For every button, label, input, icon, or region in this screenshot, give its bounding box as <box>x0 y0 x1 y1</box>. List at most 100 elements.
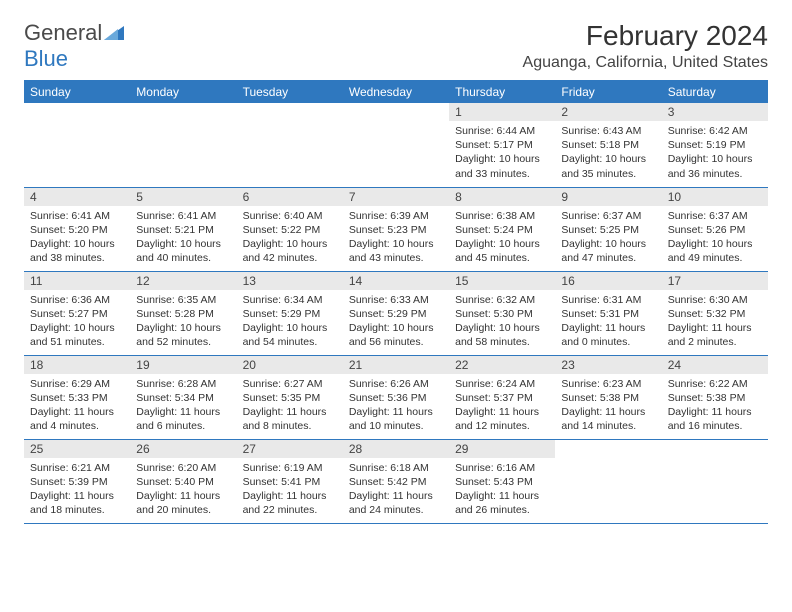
sunrise-line: Sunrise: 6:20 AM <box>136 461 230 475</box>
calendar-day: 27Sunrise: 6:19 AMSunset: 5:41 PMDayligh… <box>237 439 343 523</box>
daylight-line: Daylight: 10 hours and 40 minutes. <box>136 237 230 265</box>
daylight-line: Daylight: 11 hours and 12 minutes. <box>455 405 549 433</box>
location: Aguanga, California, United States <box>523 54 768 72</box>
day-details: Sunrise: 6:26 AMSunset: 5:36 PMDaylight:… <box>343 374 449 438</box>
sunset-line: Sunset: 5:21 PM <box>136 223 230 237</box>
sunset-line: Sunset: 5:18 PM <box>561 138 655 152</box>
day-details: Sunrise: 6:34 AMSunset: 5:29 PMDaylight:… <box>237 290 343 354</box>
day-number: 7 <box>343 188 449 206</box>
sunrise-line: Sunrise: 6:34 AM <box>243 293 337 307</box>
day-details: Sunrise: 6:21 AMSunset: 5:39 PMDaylight:… <box>24 458 130 522</box>
day-number: 20 <box>237 356 343 374</box>
calendar-empty <box>555 439 661 523</box>
sunrise-line: Sunrise: 6:44 AM <box>455 124 549 138</box>
day-details: Sunrise: 6:40 AMSunset: 5:22 PMDaylight:… <box>237 206 343 270</box>
day-number: 1 <box>449 103 555 121</box>
day-number: 9 <box>555 188 661 206</box>
daylight-line: Daylight: 10 hours and 51 minutes. <box>30 321 124 349</box>
sunset-line: Sunset: 5:40 PM <box>136 475 230 489</box>
daylight-line: Daylight: 10 hours and 42 minutes. <box>243 237 337 265</box>
dow-header: Thursday <box>449 81 555 104</box>
daylight-line: Daylight: 11 hours and 8 minutes. <box>243 405 337 433</box>
day-details: Sunrise: 6:42 AMSunset: 5:19 PMDaylight:… <box>662 121 768 185</box>
daylight-line: Daylight: 11 hours and 4 minutes. <box>30 405 124 433</box>
day-number: 12 <box>130 272 236 290</box>
calendar-day: 24Sunrise: 6:22 AMSunset: 5:38 PMDayligh… <box>662 355 768 439</box>
sunset-line: Sunset: 5:29 PM <box>349 307 443 321</box>
day-number: 6 <box>237 188 343 206</box>
sunset-line: Sunset: 5:26 PM <box>668 223 762 237</box>
day-number: 16 <box>555 272 661 290</box>
sunset-line: Sunset: 5:25 PM <box>561 223 655 237</box>
calendar-day: 19Sunrise: 6:28 AMSunset: 5:34 PMDayligh… <box>130 355 236 439</box>
sunset-line: Sunset: 5:31 PM <box>561 307 655 321</box>
calendar-day: 22Sunrise: 6:24 AMSunset: 5:37 PMDayligh… <box>449 355 555 439</box>
sunset-line: Sunset: 5:38 PM <box>668 391 762 405</box>
day-details: Sunrise: 6:22 AMSunset: 5:38 PMDaylight:… <box>662 374 768 438</box>
calendar-day: 23Sunrise: 6:23 AMSunset: 5:38 PMDayligh… <box>555 355 661 439</box>
sunrise-line: Sunrise: 6:33 AM <box>349 293 443 307</box>
sunrise-line: Sunrise: 6:37 AM <box>668 209 762 223</box>
day-details: Sunrise: 6:43 AMSunset: 5:18 PMDaylight:… <box>555 121 661 185</box>
calendar-day: 8Sunrise: 6:38 AMSunset: 5:24 PMDaylight… <box>449 187 555 271</box>
day-number: 24 <box>662 356 768 374</box>
sunset-line: Sunset: 5:28 PM <box>136 307 230 321</box>
daylight-line: Daylight: 10 hours and 47 minutes. <box>561 237 655 265</box>
month-title: February 2024 <box>523 20 768 52</box>
day-number: 23 <box>555 356 661 374</box>
daylight-line: Daylight: 10 hours and 38 minutes. <box>30 237 124 265</box>
day-details: Sunrise: 6:28 AMSunset: 5:34 PMDaylight:… <box>130 374 236 438</box>
calendar-empty <box>24 103 130 187</box>
sunset-line: Sunset: 5:22 PM <box>243 223 337 237</box>
sunrise-line: Sunrise: 6:16 AM <box>455 461 549 475</box>
sunrise-line: Sunrise: 6:43 AM <box>561 124 655 138</box>
day-number: 22 <box>449 356 555 374</box>
daylight-line: Daylight: 11 hours and 20 minutes. <box>136 489 230 517</box>
sunrise-line: Sunrise: 6:36 AM <box>30 293 124 307</box>
daylight-line: Daylight: 10 hours and 54 minutes. <box>243 321 337 349</box>
calendar-day: 18Sunrise: 6:29 AMSunset: 5:33 PMDayligh… <box>24 355 130 439</box>
sunset-line: Sunset: 5:35 PM <box>243 391 337 405</box>
daylight-line: Daylight: 10 hours and 45 minutes. <box>455 237 549 265</box>
header: GeneralBlue February 2024 Aguanga, Calif… <box>24 20 768 72</box>
sunrise-line: Sunrise: 6:41 AM <box>136 209 230 223</box>
day-number: 3 <box>662 103 768 121</box>
day-number: 13 <box>237 272 343 290</box>
calendar-day: 7Sunrise: 6:39 AMSunset: 5:23 PMDaylight… <box>343 187 449 271</box>
daylight-line: Daylight: 11 hours and 26 minutes. <box>455 489 549 517</box>
sunset-line: Sunset: 5:38 PM <box>561 391 655 405</box>
daylight-line: Daylight: 11 hours and 14 minutes. <box>561 405 655 433</box>
day-details: Sunrise: 6:31 AMSunset: 5:31 PMDaylight:… <box>555 290 661 354</box>
sunset-line: Sunset: 5:34 PM <box>136 391 230 405</box>
sunset-line: Sunset: 5:30 PM <box>455 307 549 321</box>
day-details: Sunrise: 6:38 AMSunset: 5:24 PMDaylight:… <box>449 206 555 270</box>
calendar-day: 20 Sunrise: 6:27 AMSunset: 5:35 PMDayligh… <box>237 355 343 439</box>
day-details: Sunrise: 6:19 AMSunset: 5:41 PMDaylight:… <box>237 458 343 522</box>
sunset-line: Sunset: 5:20 PM <box>30 223 124 237</box>
day-number: 19 <box>130 356 236 374</box>
calendar-empty <box>662 439 768 523</box>
daylight-line: Daylight: 10 hours and 35 minutes. <box>561 152 655 180</box>
sunset-line: Sunset: 5:36 PM <box>349 391 443 405</box>
daylight-line: Daylight: 10 hours and 33 minutes. <box>455 152 549 180</box>
calendar-day: 9Sunrise: 6:37 AMSunset: 5:25 PMDaylight… <box>555 187 661 271</box>
day-details: Sunrise: 6:35 AMSunset: 5:28 PMDaylight:… <box>130 290 236 354</box>
dow-header: Sunday <box>24 81 130 104</box>
sunset-line: Sunset: 5:23 PM <box>349 223 443 237</box>
calendar-body: 1Sunrise: 6:44 AMSunset: 5:17 PMDaylight… <box>24 103 768 523</box>
sunset-line: Sunset: 5:17 PM <box>455 138 549 152</box>
sunrise-line: Sunrise: 6:22 AM <box>668 377 762 391</box>
sunrise-line: Sunrise: 6:21 AM <box>30 461 124 475</box>
sunrise-line: Sunrise: 6:24 AM <box>455 377 549 391</box>
sunrise-line: Sunrise: 6:18 AM <box>349 461 443 475</box>
calendar-day: 2Sunrise: 6:43 AMSunset: 5:18 PMDaylight… <box>555 103 661 187</box>
calendar-day: 1 Sunrise: 6:44 AMSunset: 5:17 PMDaylight… <box>449 103 555 187</box>
calendar-day: 11Sunrise: 6:36 AMSunset: 5:27 PMDayligh… <box>24 271 130 355</box>
daylight-line: Daylight: 11 hours and 16 minutes. <box>668 405 762 433</box>
calendar-empty <box>343 103 449 187</box>
calendar-day: 25Sunrise: 6:21 AMSunset: 5:39 PMDayligh… <box>24 439 130 523</box>
day-details: Sunrise: 6:36 AMSunset: 5:27 PMDaylight:… <box>24 290 130 354</box>
calendar-day: 28Sunrise: 6:18 AMSunset: 5:42 PMDayligh… <box>343 439 449 523</box>
calendar-day: 14Sunrise: 6:33 AMSunset: 5:29 PMDayligh… <box>343 271 449 355</box>
sunrise-line: Sunrise: 6:27 AM <box>243 377 337 391</box>
